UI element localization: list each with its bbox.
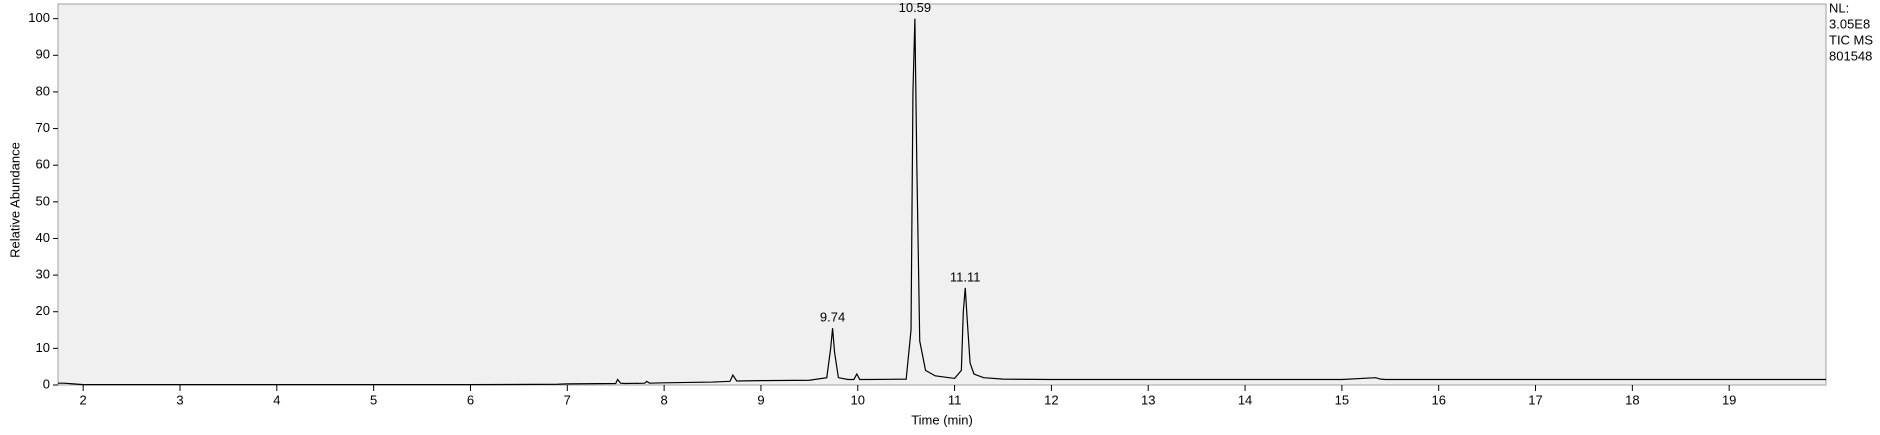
- trace: [58, 18, 1826, 386]
- y-tick-label: 100: [28, 10, 50, 25]
- plot-area: [57, 3, 1827, 386]
- x-tick-label: 19: [1722, 392, 1736, 407]
- y-tick-label: 30: [36, 267, 50, 282]
- y-tick-label: 90: [36, 47, 50, 62]
- x-tick-label: 18: [1625, 392, 1639, 407]
- x-tick-label: 8: [660, 392, 667, 407]
- y-tick-label: 80: [36, 83, 50, 98]
- x-axis-label: Time (min): [911, 412, 973, 427]
- peak-label: 10.59: [899, 0, 932, 15]
- y-tick-label: 50: [36, 193, 50, 208]
- info-text: TIC MS: [1829, 32, 1873, 47]
- y-tick-label: 10: [36, 340, 50, 355]
- x-tick-label: 11: [948, 392, 962, 407]
- info-text: 801548: [1829, 48, 1872, 63]
- x-tick-label: 9: [757, 392, 764, 407]
- x-tick-label: 3: [176, 392, 183, 407]
- peak-label: 9.74: [820, 310, 845, 325]
- x-tick-label: 12: [1044, 392, 1058, 407]
- x-tick-label: 7: [564, 392, 571, 407]
- x-tick-label: 10: [851, 392, 865, 407]
- y-tick-label: 60: [36, 157, 50, 172]
- x-tick-label: 17: [1528, 392, 1542, 407]
- y-tick-label: 20: [36, 303, 50, 318]
- info-text: NL:: [1829, 0, 1849, 15]
- x-tick-label: 15: [1335, 392, 1349, 407]
- y-tick-label: 0: [43, 376, 50, 391]
- x-tick-label: 2: [80, 392, 87, 407]
- y-tick-label: 40: [36, 230, 50, 245]
- y-tick-label: 70: [36, 120, 50, 135]
- x-tick-label: 13: [1141, 392, 1155, 407]
- y-axis-label: Relative Abundance: [7, 142, 22, 258]
- info-text: 3.05E8: [1829, 16, 1870, 31]
- x-tick-label: 16: [1431, 392, 1445, 407]
- peak-label: 11.11: [950, 269, 981, 284]
- x-tick-label: 14: [1238, 392, 1252, 407]
- x-tick-label: 4: [273, 392, 280, 407]
- x-tick-label: 5: [370, 392, 377, 407]
- x-tick-label: 6: [467, 392, 474, 407]
